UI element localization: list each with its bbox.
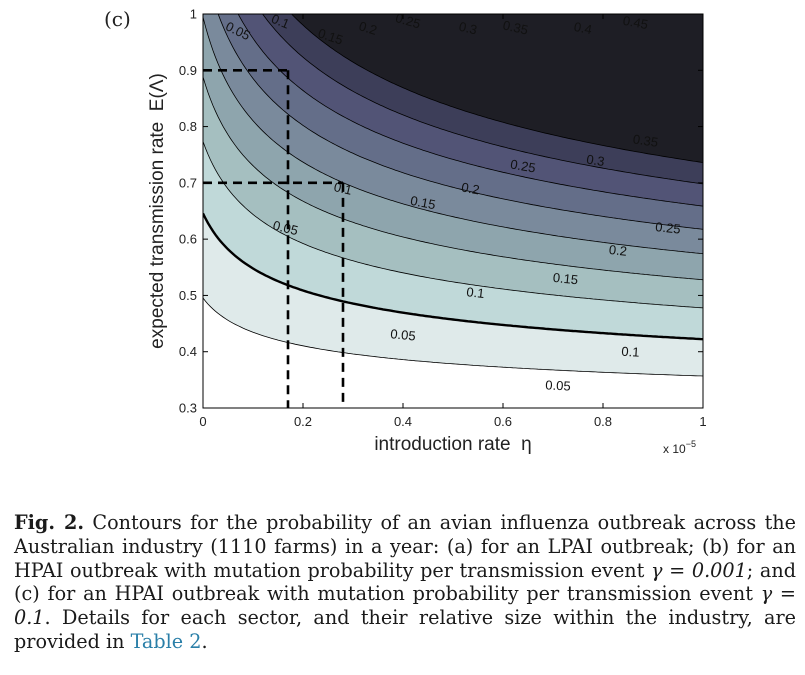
caption-gamma-2: γ = 0.1 (14, 582, 796, 630)
contour-value-label: 0.2 (608, 242, 628, 259)
contour-value-label: 0.2 (357, 18, 379, 38)
contour-value-label: 0.05 (390, 326, 417, 343)
x-axis-ticks: 0 0.2 0.4 0.6 0.8 1 (199, 14, 707, 429)
y-tick-label: 0.7 (179, 175, 197, 190)
contour-value-label: 0.3 (457, 19, 478, 38)
caption-gamma-1: γ = 0.001 (651, 558, 747, 582)
y-axis-label: expected transmission rate E(Λ) (147, 73, 168, 349)
contour-value-label: 0.4 (573, 19, 594, 37)
contour-line (203, 297, 703, 377)
dashed-guide-lines (203, 68, 345, 408)
contour-value-label: 0.25 (509, 156, 536, 175)
x-tick-label: 0.4 (394, 414, 412, 429)
contour-value-label: 0.1 (269, 11, 291, 32)
y-tick-label: 0.3 (179, 401, 197, 416)
contour-value-label: 0.2 (460, 180, 480, 198)
contour-line (203, 141, 703, 309)
contour-value-label: 0.15 (552, 270, 579, 288)
contour-value-label: 0.25 (655, 219, 682, 237)
contour-value-label: 0.1 (466, 284, 486, 301)
contour-line (217, 14, 703, 230)
panel-label: (c) (104, 7, 131, 31)
contour-line (237, 14, 703, 207)
contour-value-label: 0.05 (271, 218, 299, 239)
contour-value-label: 0.25 (394, 10, 422, 31)
caption-text-1: Contours for the probability of an avian… (14, 511, 797, 582)
contour-line (203, 212, 703, 341)
contour-value-label: 0.35 (632, 131, 659, 149)
x-tick-label: 0 (199, 414, 206, 429)
contour-fills (203, 14, 703, 408)
caption-label: Fig. 2. (14, 511, 85, 534)
x-tick-label: 1 (699, 414, 706, 429)
contour-lines (203, 14, 703, 377)
y-tick-label: 0.9 (179, 63, 197, 78)
contour-value-label: 0.15 (409, 193, 437, 212)
contour-line (203, 16, 703, 255)
y-tick-label: 0.6 (179, 232, 197, 247)
contour-line (291, 14, 703, 163)
x-tick-label: 0.2 (294, 414, 312, 429)
plot-frame (202, 13, 704, 409)
figure-caption: Fig. 2. Contours for the probability of … (14, 511, 796, 654)
y-tick-label: 0.5 (179, 288, 197, 303)
caption-text-4: . (201, 629, 208, 653)
y-tick-label: 0.8 (179, 119, 197, 134)
contour-value-label: 0.1 (621, 344, 640, 360)
contour-figure: 0.05 0.10.15 0.2 0.25 0.3 0.35 0.4 0.450.350.30… (104, 7, 707, 457)
contour-value-label: 0.3 (585, 152, 605, 170)
contour-value-label: 0.45 (622, 13, 650, 32)
contour-band (291, 14, 703, 163)
x-tick-label: 0.6 (494, 414, 512, 429)
x-axis-label: introduction rate η (374, 434, 531, 455)
contour-value-label: 0.05 (545, 377, 571, 393)
x-tick-label: 0.8 (594, 414, 612, 429)
caption-text-2: ; and (c) for an HPAI outbreak with muta… (14, 558, 796, 606)
y-axis-ticks: 0.3 0.4 0.5 0.6 0.7 0.8 0.9 1 (179, 7, 703, 416)
x-axis-exponent: x 10−5 (663, 439, 696, 456)
caption-text-3: . Details for each sector, and their rel… (14, 606, 796, 653)
contour-line (262, 14, 703, 185)
y-tick-label: 1 (190, 7, 197, 22)
contour-line (203, 76, 703, 281)
contour-value-label: 0.35 (502, 17, 530, 37)
y-tick-label: 0.4 (179, 344, 197, 359)
table-2-link[interactable]: Table 2 (130, 629, 202, 653)
